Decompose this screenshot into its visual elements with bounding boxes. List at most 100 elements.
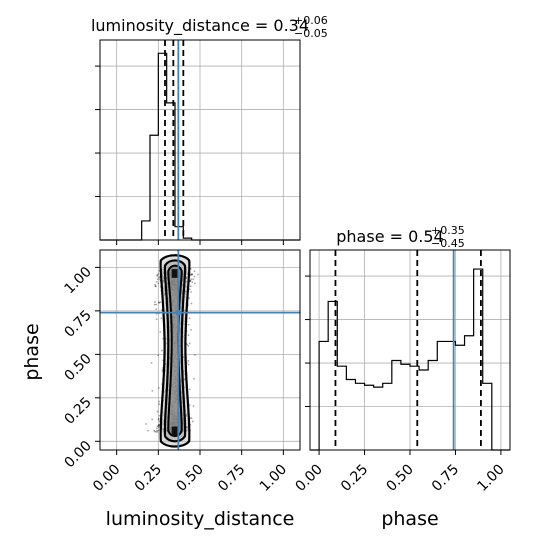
scatter-point: [161, 369, 164, 371]
scatter-y-tick-label-0: 0.00: [61, 438, 94, 471]
scatter-x-tick-label-1: 0.25: [132, 462, 165, 495]
scatter-point: [156, 278, 159, 281]
scatter-point: [190, 328, 193, 331]
scatter-point: [147, 429, 149, 432]
histogram-phase: 0.00 0.25 0.50 0.75 1.00: [293, 249, 511, 495]
scatter-point: [192, 405, 195, 407]
scatter-point: [160, 349, 163, 352]
scatter-point: [191, 281, 194, 284]
contour-core-top: [171, 269, 179, 278]
scatter-point: [157, 354, 160, 357]
histogram-luminosity-distance: [95, 39, 301, 245]
scatter-point: [193, 377, 195, 380]
scatter-point: [156, 274, 159, 277]
scatter-point: [157, 424, 160, 427]
scatter-point: [154, 285, 157, 288]
scatter-point: [193, 275, 196, 278]
scatter-point: [190, 291, 192, 293]
phase-x-tick-label-4: 1.00: [474, 462, 507, 495]
y-axis-label-phase: phase: [21, 323, 43, 380]
scatter-point: [154, 283, 156, 286]
scatter-point: [158, 278, 161, 280]
scatter-point: [156, 410, 159, 413]
scatter-point: [187, 345, 190, 347]
scatter-point: [156, 425, 159, 428]
scatter-point: [154, 301, 156, 304]
scatter-luminosity-distance-phase: 0.00 0.25 0.50 0.75 1.000.000.250.500.751.00: [61, 249, 301, 495]
phase-x-tick-label-2: 0.50: [383, 462, 416, 495]
scatter-point: [194, 282, 196, 285]
scatter-point: [153, 430, 156, 433]
scatter-y-tick-label-2: 0.50: [61, 351, 94, 384]
contour-core-bottom: [171, 426, 179, 437]
scatter-point: [193, 270, 196, 273]
scatter-point: [158, 426, 160, 429]
scatter-point: [157, 417, 160, 420]
phase-x-tick-label-0: 0.00: [293, 462, 326, 495]
scatter-y-tick-label-1: 0.25: [61, 394, 94, 427]
scatter-point: [153, 303, 156, 306]
truth-marker: [175, 309, 182, 316]
phase-title-value: 0.54: [408, 227, 444, 246]
scatter-point: [156, 429, 158, 432]
scatter-point: [151, 418, 154, 421]
scatter-point: [190, 302, 193, 305]
scatter-point: [158, 403, 161, 406]
scatter-point: [158, 400, 161, 403]
scatter-point: [187, 334, 190, 337]
scatter-point: [156, 430, 159, 433]
scatter-point: [151, 389, 154, 392]
scatter-point: [155, 427, 158, 430]
scatter-point: [187, 323, 190, 326]
phase-x-tick-label-3: 0.75: [429, 462, 462, 495]
scatter-y-tick-label-3: 0.75: [61, 307, 94, 340]
scatter-point: [187, 359, 190, 362]
scatter-point: [189, 288, 191, 291]
scatter-point: [158, 276, 161, 279]
scatter-point: [189, 279, 192, 282]
scatter-x-tick-label-4: 1.00: [257, 462, 290, 495]
scatter-point: [190, 278, 193, 281]
ld-title-minus: −0.05: [294, 27, 328, 40]
scatter-point: [193, 353, 196, 356]
scatter-x-tick-label-0: 0.00: [90, 462, 123, 495]
scatter-x-tick-label-2: 0.50: [173, 462, 206, 495]
ld-title-value: 0.34: [273, 16, 309, 35]
phase-title-name: phase: [336, 227, 384, 246]
scatter-point: [157, 273, 160, 275]
scatter-point: [187, 363, 190, 366]
scatter-point: [157, 429, 160, 432]
scatter-point: [190, 273, 193, 276]
phase-x-tick-label-1: 0.25: [338, 462, 371, 495]
scatter-point: [188, 342, 191, 345]
scatter-y-tick-label-4: 1.00: [61, 264, 94, 297]
scatter-point: [157, 387, 160, 389]
scatter-point: [191, 420, 194, 423]
scatter-point: [157, 425, 160, 427]
scatter-point: [188, 297, 190, 300]
phase-title-plus: +0.35: [431, 224, 465, 237]
ld-title-plus: +0.06: [294, 14, 328, 27]
scatter-point: [189, 285, 192, 288]
scatter-point: [150, 361, 153, 364]
scatter-point: [155, 303, 158, 306]
scatter-point: [159, 330, 162, 333]
scatter-point: [145, 423, 147, 425]
scatter-point: [160, 317, 163, 320]
scatter-point: [157, 301, 160, 304]
x-axis-label-phase: phase: [381, 508, 438, 530]
scatter-point: [155, 285, 157, 288]
scatter-point: [192, 278, 195, 281]
scatter-point: [159, 301, 162, 304]
scatter-point: [157, 418, 160, 421]
scatter-point: [188, 317, 191, 320]
scatter-point: [158, 301, 161, 304]
scatter-point: [158, 423, 161, 426]
scatter-point: [186, 343, 189, 346]
scatter-point: [155, 431, 157, 433]
scatter-point: [157, 282, 160, 285]
phase-title-minus: −0.45: [431, 237, 465, 250]
x-axis-label-luminosity-distance: luminosity_distance: [106, 508, 295, 530]
scatter-point: [158, 414, 161, 417]
